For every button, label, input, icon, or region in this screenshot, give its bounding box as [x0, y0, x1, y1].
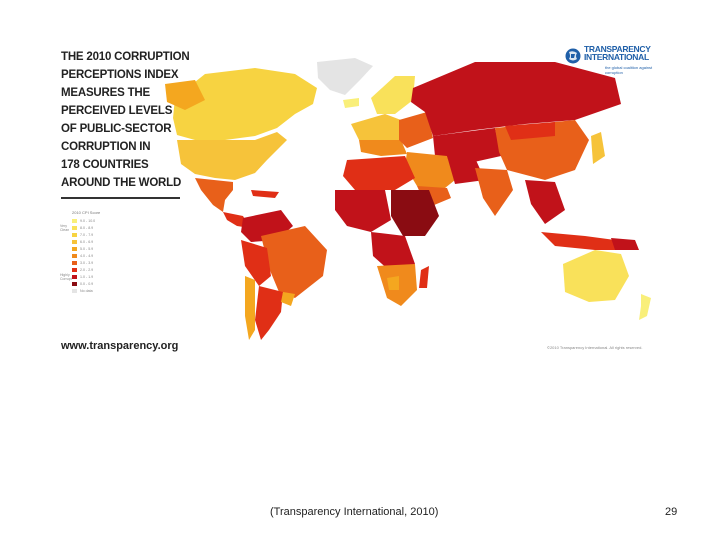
legend-item: 4.0 - 4.9	[60, 252, 130, 259]
region-western-europe	[351, 114, 401, 144]
legend-swatch	[72, 246, 77, 251]
region-brazil	[261, 226, 327, 298]
region-canada	[173, 68, 317, 140]
headline-line: CORRUPTION IN	[61, 141, 151, 153]
headline-line: AROUND THE WORLD	[61, 177, 182, 189]
legend-swatch	[72, 239, 77, 244]
region-south-asia	[475, 168, 513, 216]
legend-range-label: 4.0 - 4.9	[80, 253, 94, 258]
legend-item: 3.0 - 3.9	[60, 259, 130, 266]
region-west-africa	[335, 190, 391, 232]
legend-range-label: 1.0 - 1.9	[80, 274, 94, 279]
headline-divider	[61, 197, 180, 199]
region-russia	[411, 62, 621, 136]
page-number: 29	[665, 506, 678, 518]
world-map	[165, 58, 651, 340]
legend-item: 2.0 - 2.9	[60, 266, 130, 273]
region-east-africa	[391, 190, 439, 236]
legend-swatch	[72, 232, 77, 237]
logo-wordmark: TRANSPARENCY INTERNATIONAL	[584, 44, 651, 62]
legend-item: 5.0 - 5.9	[60, 245, 130, 252]
legend-range-label: 7.0 - 7.9	[80, 232, 94, 237]
slide-caption: (Transparency International, 2010)	[270, 506, 439, 518]
region-middle-east	[405, 152, 455, 196]
legend-item: Highly Corrupt 1.0 - 1.9	[60, 272, 130, 281]
legend-item: 6.0 - 6.9	[60, 238, 130, 245]
region-mongolia	[505, 122, 555, 140]
legend-title: 2010 CPI Score	[72, 210, 101, 215]
region-usa	[177, 132, 287, 180]
region-mexico	[195, 178, 233, 212]
region-andes	[241, 240, 271, 286]
legend-item: 7.0 - 7.9	[60, 231, 130, 238]
legend-swatch	[72, 253, 77, 258]
legend-swatch	[72, 281, 77, 286]
legend-swatch	[72, 288, 77, 293]
region-eastern-europe	[399, 112, 433, 148]
legend-range-label: 9.0 - 10.0	[80, 218, 96, 223]
region-botswana	[387, 276, 399, 290]
legend-swatch	[72, 274, 77, 279]
region-central-africa	[371, 232, 415, 272]
region-madagascar	[419, 266, 429, 288]
region-greenland	[317, 58, 373, 95]
region-uruguay	[281, 292, 295, 306]
legend-item: 0.0 - 0.9	[60, 280, 130, 287]
region-iran	[447, 156, 485, 184]
headline-line: PERCEPTIONS INDEX	[61, 69, 179, 81]
region-central-asia	[433, 128, 501, 164]
region-australia	[563, 250, 629, 302]
legend-item: Very Clean 8.0 - 8.9	[60, 223, 130, 232]
region-new-zealand	[639, 294, 651, 320]
legend-range-label: No data	[80, 288, 93, 293]
region-iceland	[343, 98, 359, 108]
headline-line: THE 2010 CORRUPTION	[61, 51, 190, 63]
legend-item: 9.0 - 10.0	[60, 217, 130, 224]
legend-range-label: 2.0 - 2.9	[80, 267, 94, 272]
transparency-international-logo: TRANSPARENCY INTERNATIONAL the global co…	[565, 44, 670, 76]
region-southern-europe	[359, 140, 407, 156]
headline-line: 178 COUNTRIES	[61, 159, 149, 171]
region-chile	[245, 276, 255, 340]
legend-swatch	[72, 267, 77, 272]
map-legend: 2010 CPI Score 9.0 - 10.0 Very Clean 8.0 -…	[60, 210, 130, 294]
legend-range-label: 3.0 - 3.9	[80, 260, 94, 265]
legend-range-label: 0.0 - 0.9	[80, 281, 94, 286]
legend-range-label: 8.0 - 8.9	[80, 225, 94, 230]
region-caribbean	[251, 190, 279, 198]
legend-swatch	[72, 225, 77, 230]
legend-range-label: 6.0 - 6.9	[80, 239, 94, 244]
region-argentina	[255, 286, 283, 340]
legend-swatch	[72, 218, 77, 223]
region-alaska	[165, 80, 205, 110]
legend-swatch	[72, 260, 77, 265]
legend-end-label: Highly Corrupt	[60, 272, 72, 281]
copyright-notice: ©2010 Transparency International. All ri…	[547, 345, 643, 350]
map-headline: THE 2010 CORRUPTION PERCEPTIONS INDEX ME…	[61, 48, 191, 192]
region-japan	[591, 132, 605, 164]
globe-icon	[565, 48, 581, 64]
region-southeast-asia	[525, 180, 565, 224]
region-scandinavia	[371, 76, 415, 114]
legend-range-label: 5.0 - 5.9	[80, 246, 94, 251]
headline-line: MEASURES THE	[61, 87, 150, 99]
region-north-africa	[343, 156, 415, 190]
headline-line: PERCEIVED LEVELS	[61, 105, 173, 117]
legend-item: No data	[60, 287, 130, 294]
legend-end-label: Very Clean	[60, 223, 70, 232]
headline-line: OF PUBLIC-SECTOR	[61, 123, 172, 135]
logo-tagline: the global coalition against corruption	[605, 65, 653, 75]
cpi-map-figure: THE 2010 CORRUPTION PERCEPTIONS INDEX ME…	[55, 40, 670, 360]
region-indonesia	[541, 232, 635, 250]
website-url: www.transparency.org	[61, 340, 179, 352]
region-papua	[611, 238, 639, 250]
